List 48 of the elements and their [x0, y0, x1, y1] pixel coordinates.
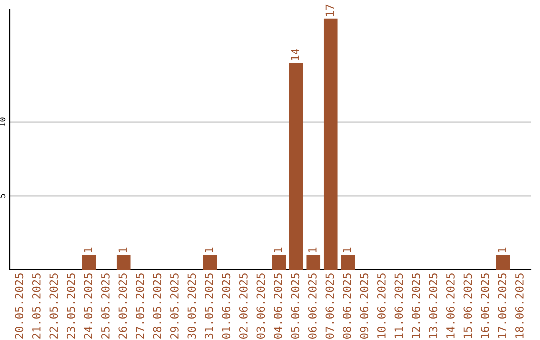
x-tick-label: 12.06.2025: [412, 274, 420, 338]
data-label: 1: [84, 248, 92, 253]
x-tick-label: 28.05.2025: [153, 274, 162, 339]
bar: [341, 255, 356, 270]
x-tick-label: 26.05.2025: [118, 274, 128, 339]
x-tick-label: 24.05.2025: [84, 274, 93, 339]
data-label: 1: [118, 248, 127, 253]
x-tick-label: 16.06.2025: [480, 274, 490, 338]
x-tick-label: 10.06.2025: [377, 274, 386, 338]
bar: [272, 255, 286, 270]
x-tick-label: 04.06.2025: [274, 274, 282, 339]
x-tick-label: 27.05.2025: [136, 274, 144, 339]
x-tick-label: 17.06.2025: [498, 274, 507, 338]
x-tick-label: 08.06.2025: [342, 274, 352, 339]
bar: [82, 255, 96, 270]
x-tick-label: 09.06.2025: [360, 274, 369, 339]
bar: [324, 18, 338, 270]
x-tick-label: 29.05.2025: [170, 274, 179, 339]
data-label: 1: [498, 248, 506, 253]
x-tick-label: 30.05.2025: [188, 274, 196, 339]
x-tick-label: 01.06.2025: [222, 274, 231, 339]
data-label: 1: [343, 248, 352, 253]
x-tick-label: 07.06.2025: [326, 274, 334, 339]
x-tick-label: 11.06.2025: [394, 274, 404, 338]
x-tick-label: 22.05.2025: [50, 274, 58, 339]
x-tick-label: 05.06.2025: [291, 274, 300, 339]
bar: [496, 255, 510, 270]
bar: [289, 63, 304, 270]
x-tick-label: 15.06.2025: [464, 274, 472, 338]
data-label: 1: [274, 248, 282, 253]
data-label: 17: [326, 4, 334, 16]
x-tick-label: 25.05.2025: [101, 274, 110, 339]
x-tick-label: 03.06.2025: [256, 274, 266, 339]
x-tick-label: 13.06.2025: [429, 274, 438, 338]
x-tick-label: 14.06.2025: [446, 274, 455, 338]
bar: [203, 255, 218, 270]
x-tick-label: 06.06.2025: [308, 274, 317, 339]
x-tick-label: 31.05.2025: [204, 274, 214, 339]
data-label: 14: [291, 48, 300, 60]
bar: [306, 255, 321, 270]
x-tick-label: 21.05.2025: [32, 274, 41, 339]
data-label: 1: [205, 248, 214, 253]
x-tick-label: 18.06.2025: [516, 274, 524, 338]
data-label: 1: [308, 248, 317, 253]
x-tick-label: 23.05.2025: [66, 274, 76, 339]
bar: [116, 255, 131, 270]
x-tick-label: 20.05.2025: [15, 274, 24, 339]
x-tick-label: 02.06.2025: [239, 274, 248, 339]
